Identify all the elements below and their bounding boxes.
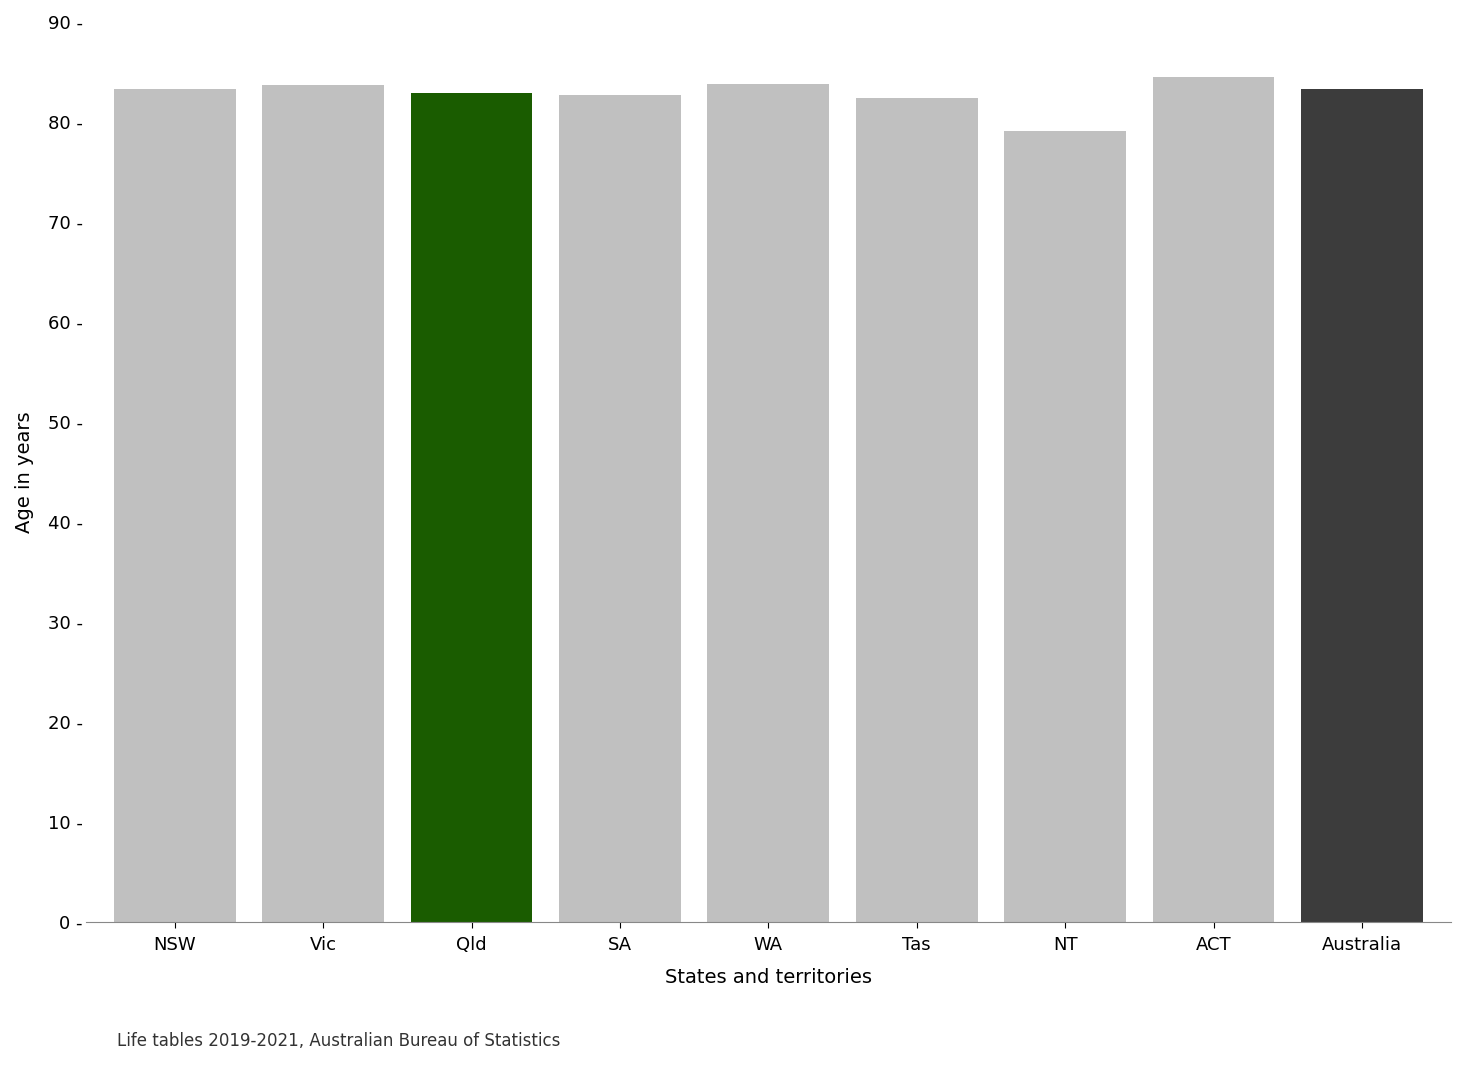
Text: Life tables 2019-2021, Australian Bureau of Statistics: Life tables 2019-2021, Australian Bureau… (117, 1032, 560, 1050)
Bar (856, 98, 978, 922)
Y-axis label: Age in years: Age in years (15, 411, 34, 533)
Bar (114, 90, 236, 922)
Bar (262, 85, 384, 922)
Bar (1302, 90, 1423, 922)
Bar (410, 93, 532, 922)
X-axis label: States and territories: States and territories (666, 968, 872, 987)
Bar (1152, 77, 1274, 922)
Bar (559, 95, 680, 922)
Bar (1004, 131, 1126, 922)
Bar (708, 84, 830, 922)
